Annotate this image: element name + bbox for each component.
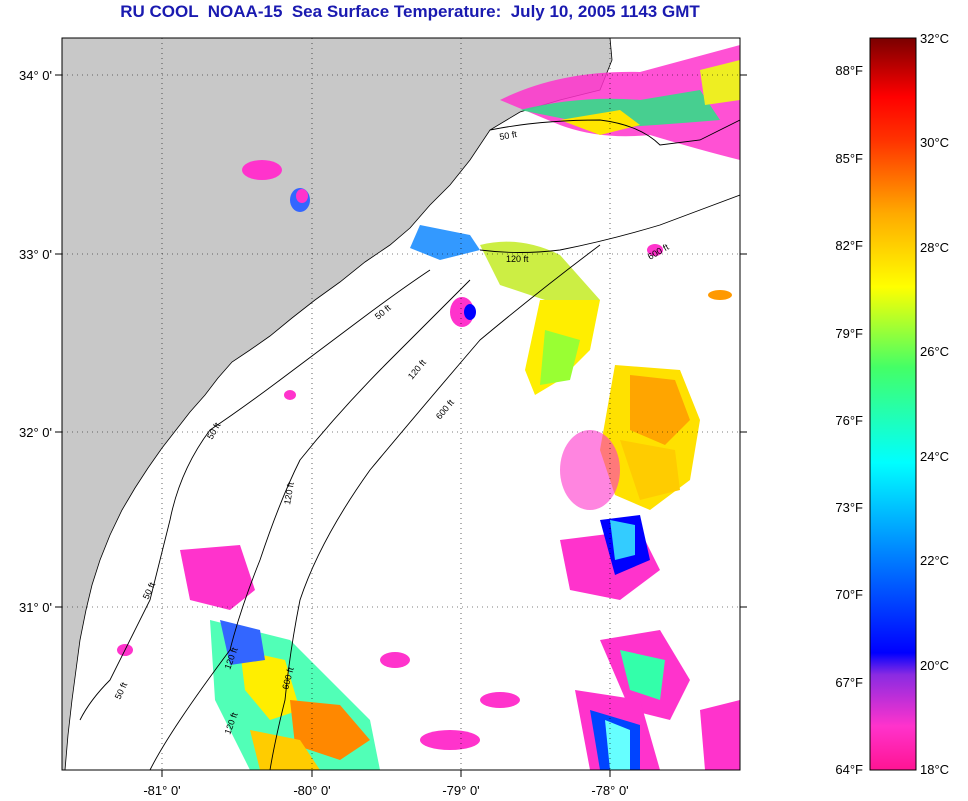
lat-label: 32° 0' [19,425,52,440]
lon-label: -81° 0' [143,783,180,798]
depth-contours [79,119,740,770]
contour-label: 50 ft [499,129,518,142]
fahrenheit-label: 79°F [835,326,863,341]
colorbar [869,37,917,771]
map-title: RU COOL NOAA-15 Sea Surface Temperature:… [120,2,700,21]
map-frame [61,37,741,771]
celsius-label: 22°C [920,553,949,568]
celsius-label: 26°C [920,344,949,359]
lat-label: 31° 0' [19,600,52,615]
sst-patches [117,45,740,770]
celsius-label: 30°C [920,135,949,150]
axis-ticks [55,74,747,777]
lat-label: 33° 0' [19,247,52,262]
celsius-label: 32°C [920,31,949,46]
lat-lon-grid [62,38,740,770]
celsius-label: 24°C [920,449,949,464]
lon-label: -79° 0' [442,783,479,798]
contour-label: 120 ft [506,254,529,264]
contour-label: 120 ft [282,481,296,505]
fahrenheit-label: 64°F [835,762,863,777]
fahrenheit-label: 70°F [835,587,863,602]
fahrenheit-label: 85°F [835,151,863,166]
colorbar-fahrenheit-labels: 88°F 85°F 82°F 79°F 76°F 73°F 70°F 67°F … [835,63,863,777]
fahrenheit-label: 88°F [835,63,863,78]
fahrenheit-label: 73°F [835,500,863,515]
lat-label: 34° 0' [19,68,52,83]
colorbar-celsius-labels: 32°C 30°C 28°C 26°C 24°C 22°C 20°C 18°C [920,31,949,777]
celsius-label: 20°C [920,658,949,673]
fahrenheit-label: 76°F [835,413,863,428]
lon-label: -80° 0' [293,783,330,798]
celsius-label: 28°C [920,240,949,255]
celsius-label: 18°C [920,762,949,777]
fahrenheit-label: 67°F [835,675,863,690]
fahrenheit-label: 82°F [835,238,863,253]
lon-label: -78° 0' [591,783,628,798]
land-mass [62,38,613,770]
